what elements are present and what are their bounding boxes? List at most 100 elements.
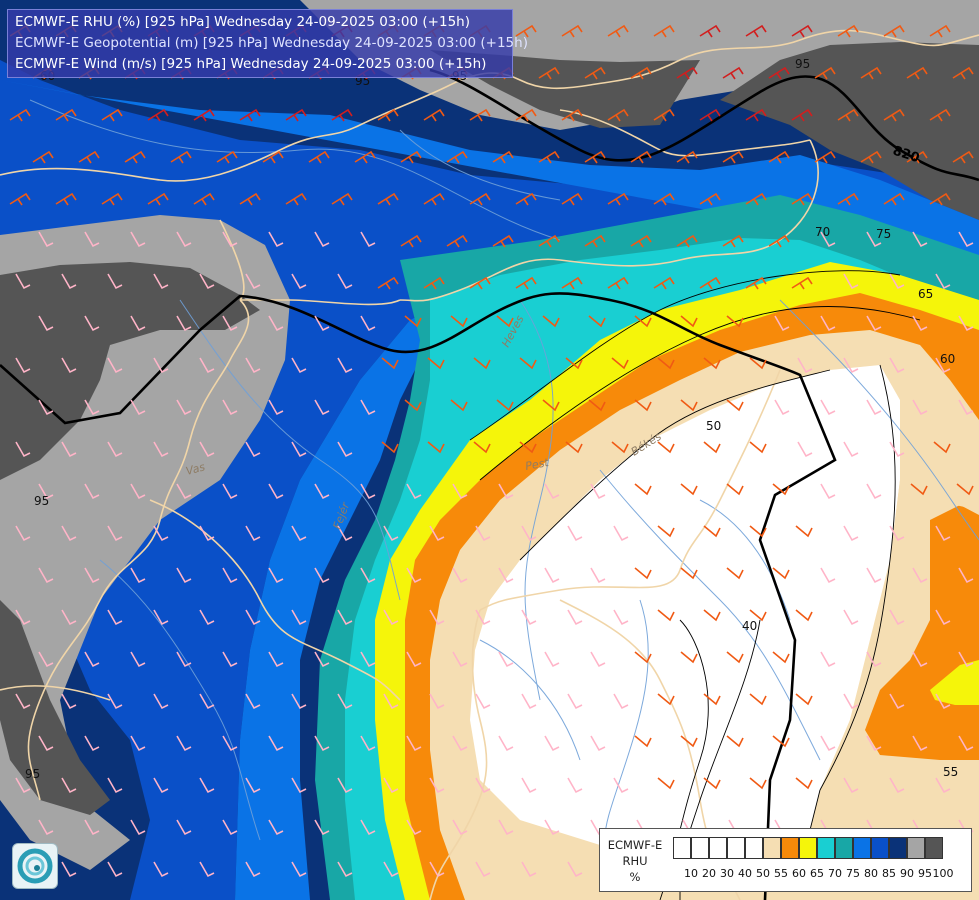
wind-barb bbox=[153, 609, 169, 626]
wind-barb bbox=[613, 777, 629, 794]
wind-barb bbox=[176, 651, 192, 668]
wind-barb bbox=[360, 399, 376, 416]
wind-barb bbox=[680, 567, 698, 580]
wind-barb bbox=[611, 441, 629, 454]
wind-barb bbox=[153, 861, 169, 878]
wind-barb bbox=[170, 150, 192, 164]
wind-barb bbox=[521, 609, 537, 626]
wind-barb bbox=[722, 234, 744, 248]
wind-barb bbox=[567, 693, 583, 710]
wind-barb bbox=[285, 192, 307, 206]
wind-barb bbox=[935, 693, 951, 710]
legend-swatch-90 bbox=[889, 837, 907, 859]
wind-barb bbox=[38, 231, 54, 248]
legend-swatch-20 bbox=[691, 837, 709, 859]
wind-barb bbox=[475, 525, 491, 542]
wind-barb bbox=[866, 483, 882, 500]
wind-barb bbox=[929, 192, 951, 206]
wind-barb bbox=[176, 315, 192, 332]
legend-swatch-40 bbox=[727, 837, 745, 859]
wind-barb bbox=[153, 693, 169, 710]
wind-barb bbox=[630, 234, 652, 248]
wind-barb bbox=[199, 609, 215, 626]
wind-barb bbox=[285, 108, 307, 122]
wind-barb bbox=[429, 693, 445, 710]
wind-barb bbox=[703, 441, 721, 454]
wind-barb bbox=[245, 861, 261, 878]
legend-title-variable: RHU bbox=[622, 854, 648, 868]
wind-barb bbox=[567, 525, 583, 542]
wind-barb bbox=[107, 441, 123, 458]
wind-barb bbox=[703, 357, 721, 370]
ecmwf-logo-icon bbox=[12, 843, 58, 889]
wind-barb bbox=[331, 108, 353, 122]
wind-barb bbox=[245, 357, 261, 374]
wind-barb bbox=[452, 819, 468, 836]
wind-barb bbox=[268, 399, 284, 416]
wind-barb bbox=[590, 483, 606, 500]
wind-barb bbox=[268, 651, 284, 668]
contour-label: 60 bbox=[940, 352, 955, 366]
wind-barb bbox=[130, 735, 146, 752]
legend-tick-55: 55 bbox=[774, 867, 788, 880]
wind-barb bbox=[613, 525, 629, 542]
rh-band-95-southwest bbox=[0, 600, 110, 815]
wind-barb bbox=[239, 192, 261, 206]
wind-barb bbox=[245, 777, 261, 794]
contour-label: 75 bbox=[876, 227, 891, 241]
wind-barb bbox=[820, 315, 836, 332]
wind-barb bbox=[889, 609, 905, 626]
wind-barb bbox=[544, 651, 560, 668]
wind-barb bbox=[889, 525, 905, 542]
wind-barb bbox=[360, 735, 376, 752]
wind-barb bbox=[473, 441, 491, 454]
wind-barb bbox=[291, 693, 307, 710]
wind-barb bbox=[38, 315, 54, 332]
wind-barb bbox=[406, 651, 422, 668]
wind-barb bbox=[820, 483, 836, 500]
wind-barb bbox=[565, 357, 583, 370]
wind-barb bbox=[268, 735, 284, 752]
wind-barb bbox=[38, 483, 54, 500]
wind-barb bbox=[360, 315, 376, 332]
wind-barb bbox=[795, 609, 813, 622]
wind-barb bbox=[383, 693, 399, 710]
wind-barb bbox=[866, 315, 882, 332]
wind-barb bbox=[360, 567, 376, 584]
wind-barb bbox=[912, 231, 928, 248]
wind-barb bbox=[699, 276, 721, 290]
wind-barb bbox=[314, 735, 330, 752]
wind-barb bbox=[61, 693, 77, 710]
wind-barb bbox=[404, 399, 422, 412]
wind-barb bbox=[38, 735, 54, 752]
wind-barb bbox=[772, 483, 790, 496]
wind-barb bbox=[153, 525, 169, 542]
wind-barb bbox=[613, 693, 629, 710]
wind-barb bbox=[588, 315, 606, 328]
wind-barb bbox=[653, 24, 675, 38]
wind-barb bbox=[107, 861, 123, 878]
wind-barb bbox=[193, 108, 215, 122]
wind-barb bbox=[429, 609, 445, 626]
wind-barb bbox=[107, 777, 123, 794]
wind-barb bbox=[38, 567, 54, 584]
rhu-legend: ECMWF-E RHU % 20 30 40 50 55 60 65 70 75 80 85 90 95… bbox=[599, 828, 972, 892]
wind-barb bbox=[866, 651, 882, 668]
wind-barb bbox=[473, 357, 491, 370]
wind-barb bbox=[354, 150, 376, 164]
wind-barb bbox=[749, 777, 767, 790]
wind-barb bbox=[774, 315, 790, 332]
rh-contour-lines bbox=[469, 270, 921, 900]
wind-barb bbox=[521, 693, 537, 710]
wind-barb bbox=[130, 567, 146, 584]
legend-tick-100: 100 bbox=[932, 867, 954, 880]
wind-barb bbox=[590, 735, 606, 752]
wind-barb bbox=[61, 861, 77, 878]
wind-barb bbox=[657, 609, 675, 622]
wind-barb bbox=[314, 567, 330, 584]
rh-band-95-west bbox=[0, 262, 260, 480]
wind-barb bbox=[429, 777, 445, 794]
wind-barb bbox=[538, 234, 560, 248]
wind-barb bbox=[216, 150, 238, 164]
